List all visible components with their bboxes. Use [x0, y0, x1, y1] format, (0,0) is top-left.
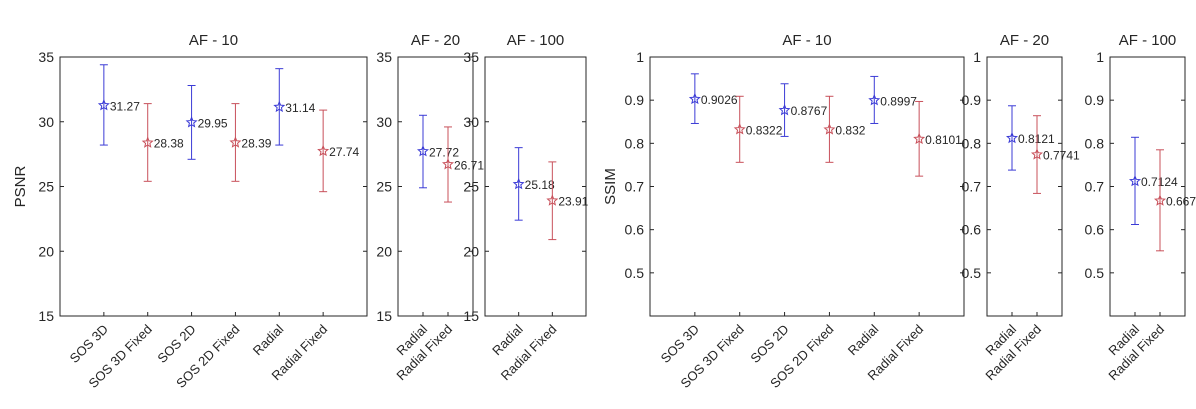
y-tick-label-2-1: 20	[463, 243, 479, 259]
data-label-3-3: 0.832	[835, 124, 865, 138]
y-tick-label-5-1: 0.6	[1085, 222, 1105, 238]
y-tick-label-5-3: 0.8	[1085, 135, 1105, 151]
x-tick-label-0-4: Radial	[250, 321, 287, 358]
data-label-5-1: 0.6672	[1166, 195, 1196, 209]
data-point-star-1-1	[441, 158, 455, 170]
data-point-star-3-0	[688, 92, 701, 105]
data-label-0-0: 31.27	[110, 99, 140, 113]
y-tick-label-2-4: 35	[463, 49, 479, 65]
y-tick-label-5-0: 0.5	[1085, 265, 1105, 281]
data-label-0-3: 28.39	[241, 137, 271, 151]
y-tick-label-3-1: 0.6	[625, 222, 645, 238]
plot-frame-1	[397, 56, 474, 317]
chart-title-1: AF - 20	[411, 32, 460, 49]
data-label-2-1: 23.91	[558, 195, 588, 209]
data-label-3-1: 0.8322	[746, 123, 783, 137]
y-axis-label-3: SSIM	[602, 168, 619, 205]
y-tick-label-0-0: 15	[38, 308, 54, 324]
data-point-star-4-1	[1031, 148, 1043, 160]
x-tick-label-0-0: SOS 3D	[67, 322, 111, 366]
data-point-star-3-1	[733, 123, 746, 135]
y-tick-label-4-5: 1	[973, 49, 981, 65]
data-point-star-0-5	[317, 144, 330, 157]
chart-title-2: AF - 100	[507, 32, 565, 49]
y-tick-label-0-1: 20	[38, 243, 54, 259]
data-label-3-2: 0.8767	[791, 104, 828, 118]
data-label-0-1: 28.38	[154, 137, 184, 151]
y-tick-label-5-4: 0.9	[1085, 92, 1105, 108]
data-point-star-5-1	[1153, 194, 1167, 206]
data-label-3-4: 0.8997	[880, 94, 917, 108]
x-tick-label-0-2: SOS 2D	[154, 322, 198, 366]
data-point-star-0-2	[185, 116, 198, 128]
data-point-star-3-2	[778, 103, 791, 116]
y-tick-label-4-3: 0.8	[962, 135, 982, 151]
x-tick-label-3-4: Radial	[845, 321, 882, 358]
plot-frame-0	[59, 56, 368, 317]
y-tick-label-3-0: 0.5	[625, 265, 645, 281]
y-tick-label-1-1: 20	[376, 243, 392, 259]
data-point-star-3-3	[823, 123, 836, 135]
data-point-star-2-0	[512, 177, 525, 190]
y-tick-label-3-4: 0.9	[625, 92, 645, 108]
x-tick-label-3-2: SOS 2D	[747, 322, 791, 366]
y-tick-label-4-2: 0.7	[962, 179, 982, 195]
data-label-2-0: 25.18	[525, 178, 555, 192]
y-tick-label-1-3: 30	[376, 114, 392, 130]
y-tick-label-2-0: 15	[463, 308, 479, 324]
data-point-star-0-0	[97, 98, 110, 111]
y-tick-label-5-2: 0.7	[1085, 179, 1105, 195]
data-label-4-1: 0.7741	[1043, 149, 1080, 163]
data-label-3-0: 0.9026	[701, 93, 738, 107]
chart-title-0: AF - 10	[189, 32, 238, 49]
data-label-1-0: 27.72	[429, 145, 459, 159]
data-label-0-4: 31.14	[285, 101, 315, 115]
data-point-star-4-0	[1006, 131, 1018, 144]
chart-title-3: AF - 10	[782, 32, 831, 49]
data-point-star-5-0	[1128, 174, 1142, 187]
y-tick-label-3-5: 1	[636, 49, 644, 65]
y-tick-label-1-2: 25	[376, 179, 392, 195]
data-point-star-3-5	[913, 132, 926, 145]
chart-title-5: AF - 100	[1119, 32, 1177, 49]
data-label-3-5: 0.8101	[925, 133, 962, 147]
y-tick-label-4-4: 0.9	[962, 92, 982, 108]
data-label-0-5: 27.74	[329, 145, 359, 159]
y-tick-label-0-2: 25	[38, 179, 54, 195]
data-point-star-1-0	[416, 144, 430, 157]
y-tick-label-4-1: 0.6	[962, 222, 982, 238]
data-point-star-0-4	[273, 100, 286, 113]
y-tick-label-3-2: 0.7	[625, 179, 645, 195]
data-label-1-1: 26.71	[454, 158, 484, 172]
chart-title-4: AF - 20	[1000, 32, 1049, 49]
y-tick-label-1-4: 35	[376, 49, 392, 65]
data-point-star-0-1	[141, 136, 154, 148]
data-point-star-2-1	[546, 194, 559, 206]
y-tick-label-2-3: 30	[463, 114, 479, 130]
y-tick-label-0-3: 30	[38, 114, 54, 130]
y-tick-label-2-2: 25	[463, 179, 479, 195]
y-axis-label-0: PSNR	[12, 166, 29, 208]
y-tick-label-5-5: 1	[1096, 49, 1104, 65]
plot-frame-4	[986, 56, 1063, 317]
y-tick-label-1-0: 15	[376, 308, 392, 324]
y-tick-label-4-0: 0.5	[962, 265, 982, 281]
data-point-star-3-4	[868, 93, 881, 106]
y-tick-label-0-4: 35	[38, 49, 54, 65]
data-point-star-0-3	[229, 136, 242, 148]
data-label-0-2: 29.95	[198, 116, 228, 130]
x-tick-label-3-0: SOS 3D	[658, 322, 702, 366]
y-tick-label-3-3: 0.8	[625, 135, 645, 151]
